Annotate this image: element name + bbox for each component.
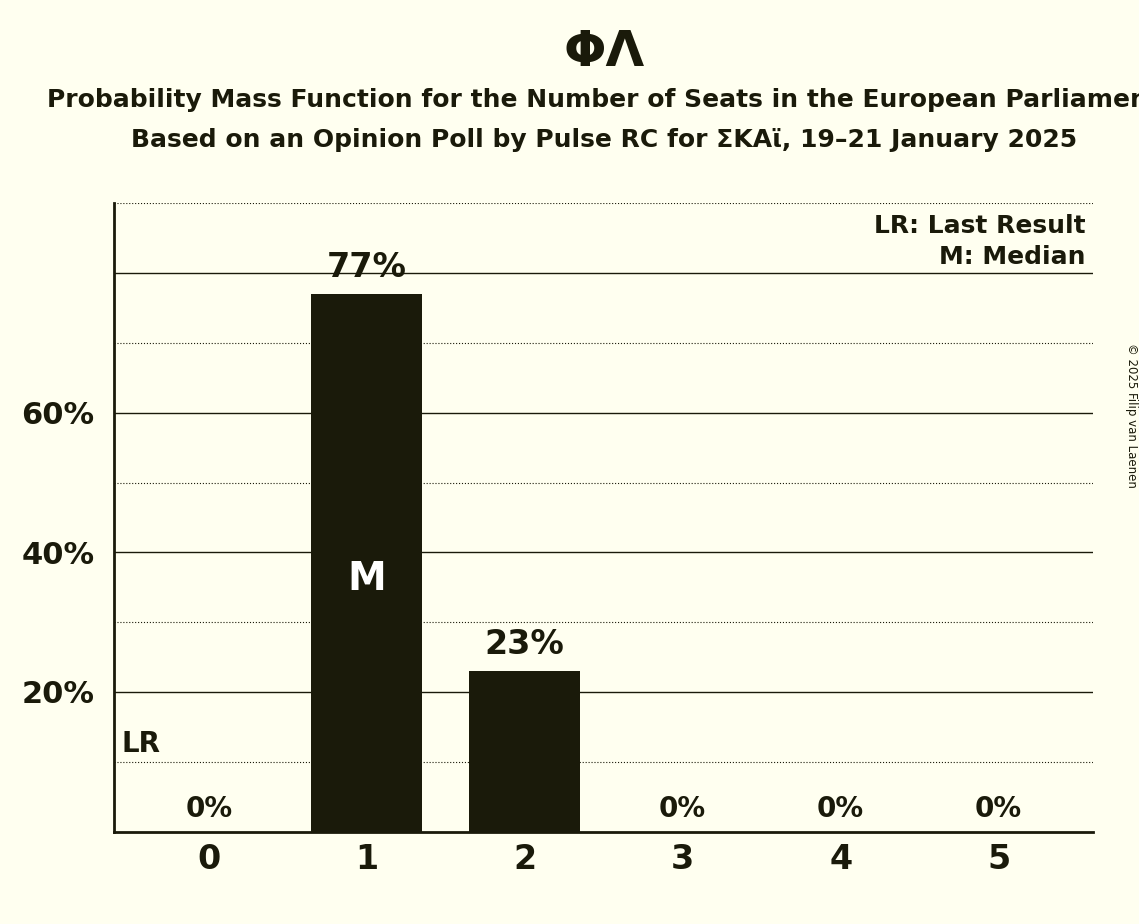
Text: ΦΛ: ΦΛ (563, 28, 645, 76)
Text: Probability Mass Function for the Number of Seats in the European Parliament: Probability Mass Function for the Number… (47, 88, 1139, 112)
Bar (311, 294, 421, 832)
Text: 23%: 23% (485, 627, 565, 661)
Bar (469, 671, 580, 832)
Text: M: M (347, 560, 386, 598)
Text: 0%: 0% (659, 796, 706, 823)
Text: LR: Last Result: LR: Last Result (874, 213, 1085, 237)
Text: 0%: 0% (817, 796, 865, 823)
Text: 0%: 0% (186, 796, 232, 823)
Text: 77%: 77% (327, 250, 407, 284)
Text: © 2025 Filip van Laenen: © 2025 Filip van Laenen (1124, 344, 1138, 488)
Text: 0%: 0% (975, 796, 1022, 823)
Text: LR: LR (122, 730, 161, 759)
Text: Based on an Opinion Poll by Pulse RC for ΣΚΑϊ, 19–21 January 2025: Based on an Opinion Poll by Pulse RC for… (131, 128, 1076, 152)
Text: M: Median: M: Median (939, 245, 1085, 269)
